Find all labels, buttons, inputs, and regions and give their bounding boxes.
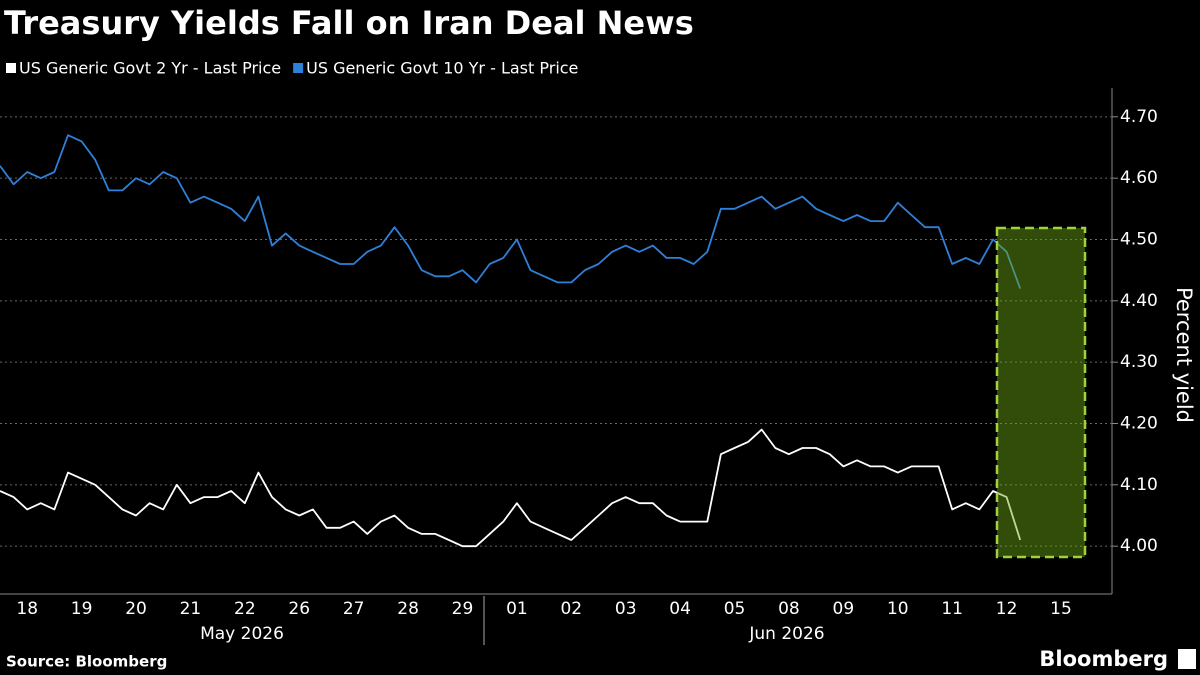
x-tick-label: 15 [1050,599,1072,619]
x-tick-label: 27 [343,599,365,619]
brand: Bloomberg [1039,647,1168,671]
x-tick-label: 01 [506,599,528,619]
x-tick-label: 09 [833,599,855,619]
y-axis-title: Percent yield [1172,287,1196,423]
x-tick-label: 28 [397,599,419,619]
legend-label: US Generic Govt 10 Yr - Last Price [306,59,578,78]
x-tick-label: 11 [941,599,963,619]
series-line [0,134,1022,289]
x-tick-label: 29 [452,599,474,619]
x-tick-label: 18 [16,599,38,619]
y-tick-label: 4.20 [1120,413,1158,433]
legend-swatch [6,63,16,73]
plot: 4.00 4.10 4.20 4.30 4.40 4.50 4.60 4.70 18 19 20 21… [0,107,1158,619]
x-tick-label: 08 [778,599,800,619]
x-tick-label: 19 [71,599,93,619]
y-tick-label: 4.70 [1120,107,1158,127]
y-tick-label: 4.30 [1120,352,1158,372]
legend-label: US Generic Govt 2 Yr - Last Price [19,59,281,78]
month-label: Jun 2026 [748,624,824,644]
x-tick-label: 04 [669,599,691,619]
brand-icon [1178,649,1196,669]
chart-title: Treasury Yields Fall on Iran Deal News [4,4,694,42]
x-tick-label: 03 [615,599,637,619]
highlight-box [995,226,1087,559]
source: Source: Bloomberg [6,653,167,671]
legend: US Generic Govt 2 Yr - Last Price US Gene… [6,59,578,78]
x-tick-label: 10 [887,599,909,619]
x-tick-label: 20 [125,599,147,619]
x-tick-label: 05 [724,599,746,619]
x-tick-label: 12 [996,599,1018,619]
x-tick-label: 02 [560,599,582,619]
series-line [0,428,1022,548]
y-tick-label: 4.40 [1120,291,1158,311]
x-tick-label: 22 [234,599,256,619]
y-tick-label: 4.00 [1120,536,1158,556]
legend-swatch [293,63,304,73]
y-tick-label: 4.60 [1120,168,1158,188]
y-tick-label: 4.10 [1120,475,1158,495]
x-tick-label: 21 [180,599,202,619]
y-tick-label: 4.50 [1120,229,1158,249]
x-tick-label: 26 [288,599,310,619]
month-label: May 2026 [200,624,284,644]
